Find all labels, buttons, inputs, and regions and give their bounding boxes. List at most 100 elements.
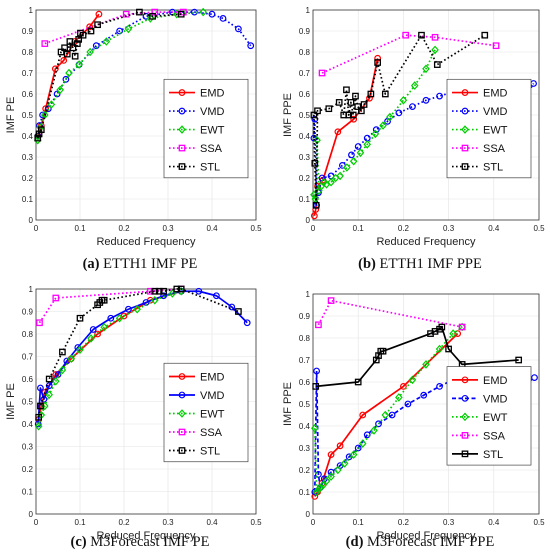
data-point	[79, 31, 87, 39]
data-point	[95, 10, 103, 18]
data-point	[327, 297, 335, 304]
x-tick-label: 0.4	[488, 518, 500, 527]
y-tick-label: 0.1	[22, 488, 34, 497]
legend-label: VMD	[483, 106, 508, 118]
data-point	[311, 423, 319, 433]
data-point	[71, 52, 79, 60]
y-tick-label: 0.7	[299, 356, 311, 365]
data-point	[388, 411, 396, 419]
data-point	[327, 472, 335, 481]
y-tick-label: 0	[29, 510, 34, 519]
y-tick-label: 0.7	[299, 69, 311, 78]
data-point	[408, 375, 417, 385]
legend-label: SSA	[200, 427, 223, 439]
data-point	[76, 345, 84, 355]
data-point	[358, 107, 365, 115]
data-point	[354, 143, 362, 150]
data-point	[149, 12, 156, 20]
data-point	[386, 112, 394, 122]
legend-label: EWT	[200, 125, 225, 137]
x-tick-label: 0.1	[74, 518, 86, 527]
legend-label: STL	[200, 446, 220, 458]
y-tick-label: 0.1	[299, 195, 311, 204]
y-tick-label: 0.8	[22, 48, 34, 57]
data-point	[243, 319, 251, 327]
x-tick-label: 0	[34, 518, 39, 527]
plot-frame	[312, 9, 540, 221]
legend-marker	[178, 409, 186, 418]
data-point	[89, 326, 97, 333]
data-point	[433, 61, 441, 68]
x-tick-label: 0.4	[206, 224, 218, 233]
data-point	[36, 319, 43, 327]
data-point	[379, 347, 387, 355]
legend-label: SSA	[483, 143, 506, 155]
data-point	[314, 485, 323, 495]
series-line-ewt	[313, 49, 436, 200]
data-point	[310, 111, 318, 119]
legend: EMD VMD EWT SSA STL	[446, 78, 532, 179]
legend-marker	[461, 412, 469, 422]
legend: EMD VMD EWT SSA STL	[163, 78, 249, 179]
y-axis-label: IMF PE	[5, 383, 17, 420]
y-tick-label: 0.4	[22, 132, 34, 141]
series-ewt	[34, 286, 186, 431]
data-point	[345, 111, 353, 119]
series-ssa	[315, 297, 466, 331]
legend-box	[163, 78, 249, 179]
data-point	[100, 296, 108, 304]
data-point	[367, 90, 375, 98]
data-point	[94, 330, 101, 338]
y-tick-label: 0.1	[22, 195, 34, 204]
x-tick-label: 0.5	[250, 224, 262, 233]
legend-marker	[461, 144, 469, 152]
data-point	[438, 323, 446, 331]
data-point	[363, 431, 371, 439]
data-point	[436, 383, 443, 390]
legend-marker	[178, 447, 186, 454]
y-tick-label: 0.4	[299, 132, 311, 141]
caption-label: (d)	[346, 534, 364, 550]
legend-label: SSA	[483, 430, 506, 442]
data-point	[62, 75, 70, 83]
data-point	[399, 95, 408, 105]
data-point	[150, 295, 159, 305]
legend-marker	[461, 163, 469, 170]
data-point	[41, 40, 49, 47]
chart-panel-2: 0 0.1 0.2 0.3 0.4 0.5 0 0.1 0.2 0.3 0.4 0.5 0.6 0.7 0.…	[282, 6, 545, 272]
y-tick-label: 0.6	[299, 90, 311, 99]
data-point	[151, 287, 159, 295]
y-tick-label: 0.9	[299, 312, 311, 321]
legend-marker	[178, 89, 186, 96]
y-tick-label: 0.1	[299, 488, 311, 497]
data-point	[322, 476, 331, 486]
data-point	[334, 465, 342, 475]
data-point	[310, 212, 318, 220]
data-point	[335, 99, 343, 106]
data-point	[347, 99, 355, 106]
legend-label: STL	[483, 162, 503, 174]
data-point	[235, 308, 242, 315]
data-point	[349, 111, 357, 119]
data-point	[374, 54, 382, 62]
y-tick-label: 1	[306, 6, 311, 15]
legend-label: EWT	[483, 125, 508, 137]
data-point	[352, 92, 359, 100]
x-tick-label: 0.2	[398, 518, 410, 527]
legend-marker	[461, 376, 469, 384]
series-line-vmd	[37, 290, 248, 425]
data-point	[311, 159, 319, 167]
series-line-stl	[315, 326, 519, 388]
data-point	[431, 33, 439, 41]
legend-box	[446, 366, 532, 466]
data-point	[312, 383, 320, 390]
data-point	[219, 14, 227, 22]
caption-text: M3Forecast IMF PE	[87, 534, 210, 550]
data-point	[52, 294, 60, 302]
data-point	[343, 163, 351, 172]
data-point	[86, 23, 94, 31]
legend-marker	[461, 431, 469, 439]
data-point	[372, 126, 380, 134]
caption-text: M3Forecast IMF PPE	[363, 534, 494, 550]
